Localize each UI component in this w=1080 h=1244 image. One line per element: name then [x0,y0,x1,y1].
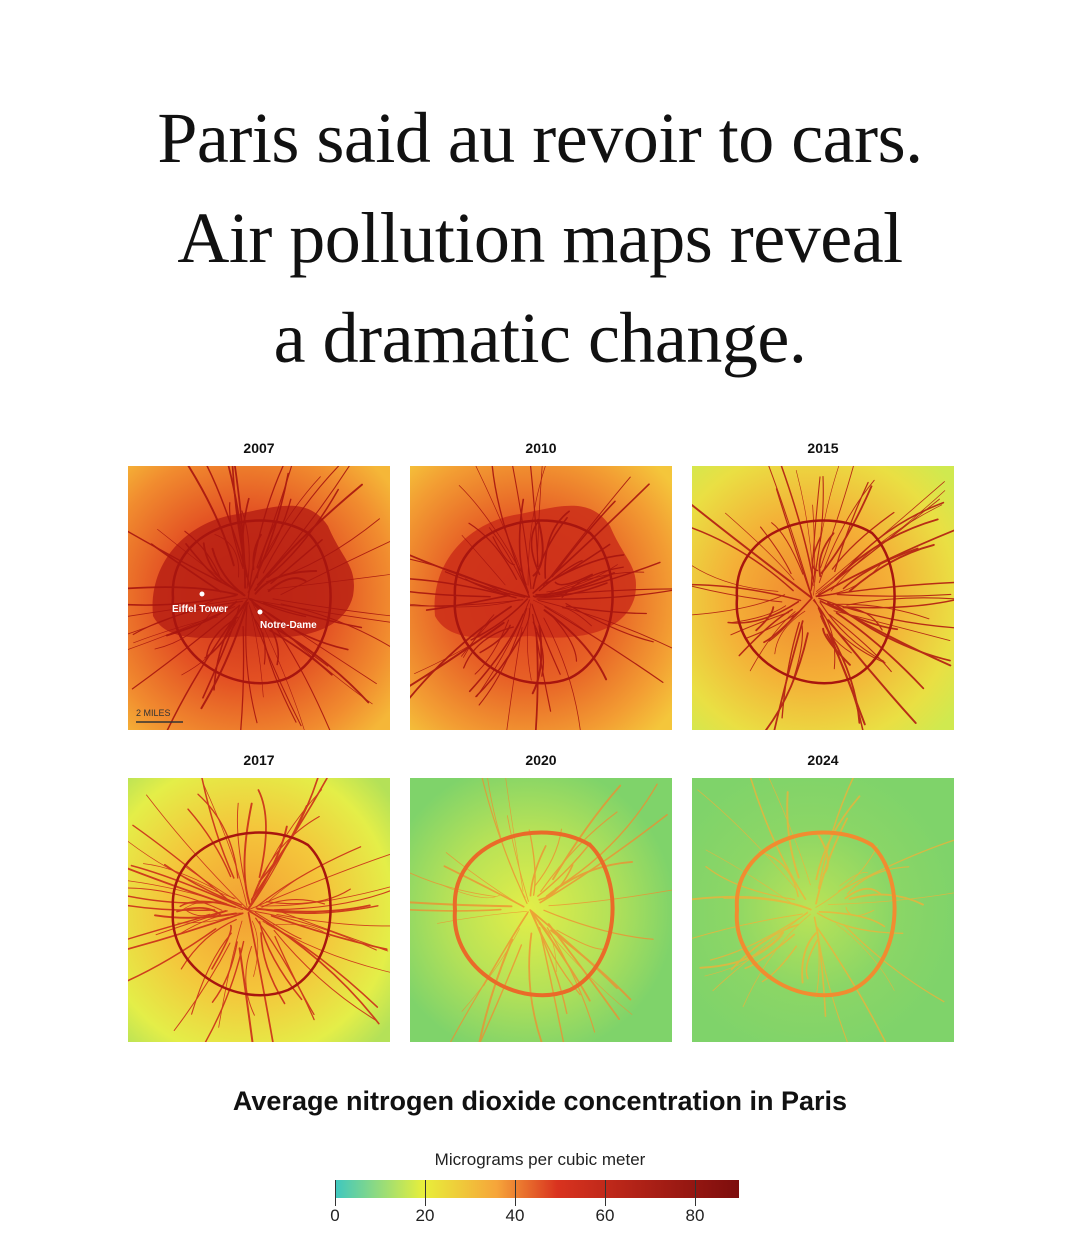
map-year: 2017 [243,752,275,768]
legend-tick-label: 60 [595,1206,615,1225]
road-network [692,778,954,1042]
road-network [692,466,954,730]
legend-unit: Micrograms per cubic meter [434,1150,646,1169]
pollution-hotspot [434,505,636,638]
landmark-label: Eiffel Tower [172,604,228,615]
map-year: 2024 [807,752,839,768]
pollution-map: Eiffel Tower Notre-Dame 2 MILES [128,466,390,730]
legend-tick [605,1180,606,1206]
headline: Paris said au revoir to cars. Air pollut… [0,88,1080,388]
color-scale-bar [335,1180,739,1198]
legend-tick-label: 20 [415,1206,435,1225]
map-year: 2020 [525,752,557,768]
peripherique-ring-road [171,831,332,997]
map-year: 2007 [243,440,275,456]
peripherique-ring-road [453,519,614,685]
pollution-map [410,466,672,730]
pollution-field [410,778,672,1042]
road-network [128,466,390,730]
legend-tick [695,1180,696,1206]
peripherique-ring-road [171,519,332,685]
pollution-map [410,778,672,1042]
peripherique-ring-road [734,830,897,998]
headline-line-3: a dramatic change. [273,298,807,378]
headline-line-2: Air pollution maps reveal [177,198,903,278]
peripherique-ring-road [735,519,896,685]
pollution-map [692,466,954,730]
legend-tick-label: 40 [505,1206,525,1225]
pollution-map [128,778,390,1042]
legend-tick-label: 0 [330,1206,340,1225]
legend-tick-label: 80 [685,1206,705,1225]
peripherique-ring-road [452,830,615,998]
map-year: 2010 [525,440,557,456]
legend-title: Average nitrogen dioxide concentration i… [232,1086,848,1116]
legend-tick [425,1180,426,1206]
scale-label: 2 MILES [136,708,171,718]
road-network [128,778,390,1042]
headline-line-1: Paris said au revoir to cars. [157,98,923,178]
legend-tick [335,1180,336,1206]
landmark-label: Notre-Dame [260,620,317,631]
pollution-map [692,778,954,1042]
pollution-field [692,778,954,1042]
map-year: 2015 [807,440,839,456]
legend-tick [515,1180,516,1206]
color-legend: 0 20 40 60 80 [330,1180,739,1240]
